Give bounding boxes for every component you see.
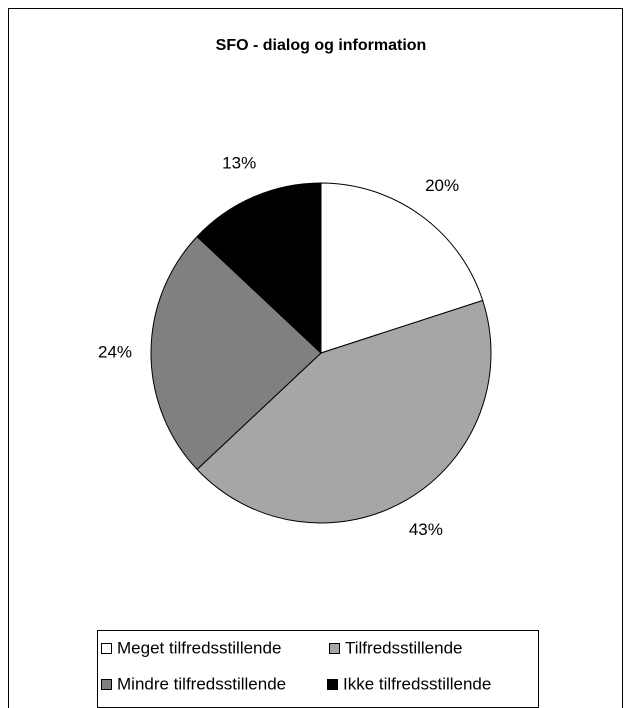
legend-box (97, 630, 539, 708)
legend-label: Meget tilfredsstillende (117, 638, 281, 657)
pie-slice (196, 299, 492, 524)
legend-swatch (101, 679, 112, 690)
data-label: 13% (222, 153, 256, 172)
pie-slice (196, 182, 322, 355)
chart-title: SFO - dialog og information (216, 37, 427, 54)
legend-label: Mindre tilfredsstillende (117, 674, 286, 693)
data-label: 24% (98, 342, 132, 361)
legend-label: Tilfredsstillende (345, 638, 462, 657)
pie-slice (150, 235, 322, 471)
legend-swatch (101, 643, 112, 654)
legend-label: Ikke tilfredsstillende (343, 674, 491, 693)
pie-slice (320, 182, 484, 354)
data-label: 20% (425, 176, 459, 195)
legend-swatch (329, 643, 340, 654)
data-label: 43% (409, 520, 443, 539)
legend-swatch (327, 679, 338, 690)
